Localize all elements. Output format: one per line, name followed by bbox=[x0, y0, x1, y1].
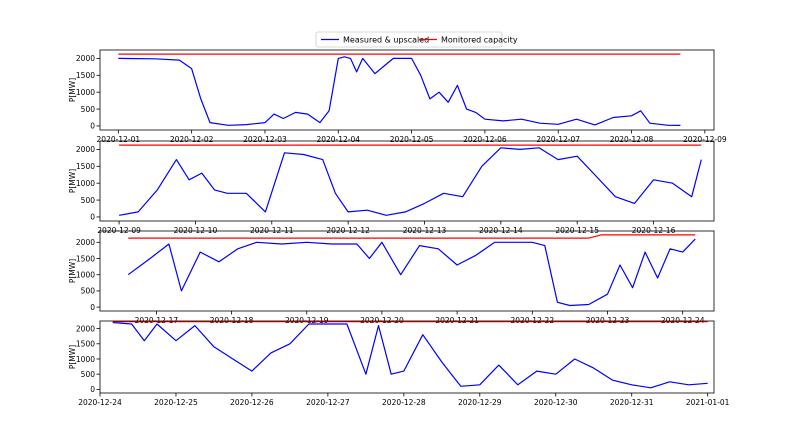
y-tick-label: 2000 bbox=[76, 54, 95, 63]
subplot-4: 0 500 1000 1500 2000 2020-12-24 2020-12-25 2020… bbox=[68, 320, 730, 407]
legend-capacity-label: Monitored capacity bbox=[441, 36, 518, 45]
x-tick-label: 2020-12-21 bbox=[435, 316, 479, 325]
y-tick-label: 2000 bbox=[76, 324, 95, 333]
x-tick-label: 2020-12-23 bbox=[586, 316, 630, 325]
x-tick-label: 2020-12-10 bbox=[174, 226, 218, 235]
y-tick-label: 500 bbox=[81, 287, 96, 296]
y-tick-label: 500 bbox=[81, 370, 96, 379]
measured-line-2 bbox=[118, 147, 702, 216]
axes-frame-1 bbox=[99, 49, 715, 131]
subplot-1: 0 500 1000 1500 2000 2020-12-01 2020-12-02 2020… bbox=[68, 49, 727, 144]
y-tick-label: 1000 bbox=[76, 355, 95, 364]
x-tick-label: 2020-12-11 bbox=[250, 226, 294, 235]
x-tick-label: 2020-12-18 bbox=[210, 316, 254, 325]
legend: Measured & upscaled Monitored capacity bbox=[315, 31, 518, 48]
y-tick-label: 500 bbox=[81, 105, 96, 114]
x-tick-label: 2020-12-17 bbox=[135, 316, 179, 325]
y-axis-label: P[MW] bbox=[68, 78, 77, 102]
y-tick-label: 0 bbox=[90, 303, 95, 312]
axes-frame-2 bbox=[99, 140, 715, 222]
x-tick-label: 2020-12-30 bbox=[534, 398, 578, 407]
axes-frame-3 bbox=[99, 230, 715, 312]
x-tick-label: 2021-01-01 bbox=[686, 398, 730, 407]
y-tick-label: 1500 bbox=[76, 254, 95, 263]
y-tick-label: 0 bbox=[90, 385, 95, 394]
x-tick-label: 2020-12-02 bbox=[170, 135, 214, 144]
subplot-3: 0 500 1000 1500 2000 2020-12-17 2020-12-18 2020… bbox=[68, 230, 715, 325]
y-axis-label: P[MW] bbox=[68, 259, 77, 283]
legend-frame bbox=[315, 31, 503, 48]
x-tick-label: 2020-12-31 bbox=[610, 398, 654, 407]
measured-line-3 bbox=[127, 238, 696, 307]
x-tick-label: 2020-12-07 bbox=[536, 135, 580, 144]
y-axis-label: P[MW] bbox=[68, 169, 77, 193]
axes-frame-4 bbox=[99, 320, 715, 394]
x-tick-label: 2020-12-27 bbox=[306, 398, 350, 407]
x-tick-label: 2020-12-15 bbox=[555, 226, 599, 235]
x-tick-label: 2020-12-25 bbox=[154, 398, 198, 407]
x-tick-label: 2020-12-03 bbox=[243, 135, 287, 144]
x-tick-label: 2020-12-19 bbox=[285, 316, 329, 325]
x-tick-label: 2020-12-05 bbox=[390, 135, 434, 144]
subplot-2: 0 500 1000 1500 2000 2020-12-09 2020-12-10 2020… bbox=[68, 140, 715, 235]
y-tick-label: 2000 bbox=[76, 145, 95, 154]
x-tick-label: 2020-12-22 bbox=[511, 316, 555, 325]
y-tick-label: 0 bbox=[90, 122, 95, 131]
legend-measured-label: Measured & upscaled bbox=[343, 36, 429, 45]
x-tick-label: 2020-12-12 bbox=[326, 226, 370, 235]
y-tick-label: 1500 bbox=[76, 71, 95, 80]
y-tick-label: 1000 bbox=[76, 271, 95, 280]
y-tick-label: 1500 bbox=[76, 340, 95, 349]
x-tick-label: 2020-12-13 bbox=[403, 226, 447, 235]
y-tick-label: 500 bbox=[81, 196, 96, 205]
x-tick-label: 2020-12-16 bbox=[632, 226, 676, 235]
x-tick-label: 2020-12-14 bbox=[479, 226, 523, 235]
y-axis-label: P[MW] bbox=[68, 345, 77, 369]
y-tick-label: 2000 bbox=[76, 238, 95, 247]
x-tick-label: 2020-12-20 bbox=[360, 316, 404, 325]
x-tick-label: 2020-12-06 bbox=[463, 135, 507, 144]
x-tick-label: 2020-12-26 bbox=[230, 398, 274, 407]
capacity-line-3 bbox=[128, 234, 696, 239]
y-tick-label: 1500 bbox=[76, 162, 95, 171]
x-tick-label: 2020-12-24 bbox=[78, 398, 122, 407]
y-tick-label: 0 bbox=[90, 213, 95, 222]
x-tick-label: 2020-12-01 bbox=[97, 135, 141, 144]
x-tick-label: 2020-12-28 bbox=[382, 398, 426, 407]
x-tick-label: 2020-12-24 bbox=[661, 316, 705, 325]
measured-line-1 bbox=[118, 56, 681, 126]
y-tick-label: 1000 bbox=[76, 88, 95, 97]
x-tick-label: 2020-12-04 bbox=[316, 135, 360, 144]
x-tick-label: 2020-12-09 bbox=[683, 135, 727, 144]
x-tick-label: 2020-12-09 bbox=[97, 226, 141, 235]
measured-line-4 bbox=[112, 321, 708, 389]
x-tick-label: 2020-12-29 bbox=[458, 398, 502, 407]
x-tick-label: 2020-12-08 bbox=[610, 135, 654, 144]
y-tick-label: 1000 bbox=[76, 179, 95, 188]
